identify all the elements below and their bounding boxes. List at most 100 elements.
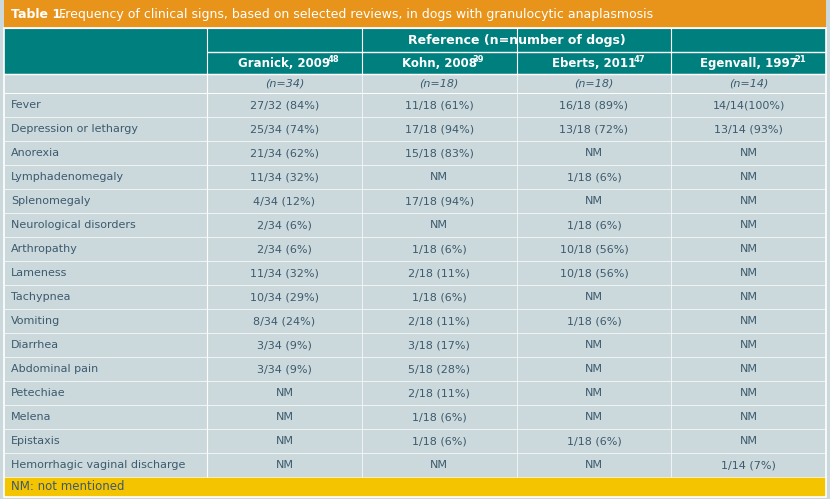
Text: 8/34 (24%): 8/34 (24%): [253, 316, 315, 326]
Text: NM: NM: [740, 388, 758, 398]
Text: Lymphadenomegaly: Lymphadenomegaly: [11, 172, 124, 182]
Text: Kohn, 2008: Kohn, 2008: [402, 56, 476, 69]
Text: 2/34 (6%): 2/34 (6%): [257, 244, 312, 254]
Bar: [4, 93, 826, 117]
Bar: [4, 52, 826, 74]
Text: 1/14 (7%): 1/14 (7%): [721, 460, 776, 470]
Text: NM: NM: [276, 388, 293, 398]
Bar: [4, 309, 826, 333]
Text: NM: NM: [276, 436, 293, 446]
Text: Petechiae: Petechiae: [11, 388, 66, 398]
Text: Lameness: Lameness: [11, 268, 67, 278]
Text: Melena: Melena: [11, 412, 51, 422]
Text: 47: 47: [633, 54, 645, 63]
Text: NM: NM: [585, 460, 603, 470]
Bar: [4, 357, 826, 381]
Text: 5/18 (28%): 5/18 (28%): [408, 364, 470, 374]
Text: NM: NM: [585, 388, 603, 398]
Text: NM: NM: [276, 460, 293, 470]
Text: NM: NM: [276, 412, 293, 422]
Text: 1/18 (6%): 1/18 (6%): [412, 412, 466, 422]
Bar: [4, 333, 826, 357]
Text: NM: NM: [740, 364, 758, 374]
Bar: [4, 285, 826, 309]
Text: Hemorrhagic vaginal discharge: Hemorrhagic vaginal discharge: [11, 460, 185, 470]
Text: 1/18 (6%): 1/18 (6%): [567, 172, 621, 182]
Text: (n=18): (n=18): [419, 78, 459, 88]
Text: 1/18 (6%): 1/18 (6%): [412, 244, 466, 254]
Text: NM: NM: [740, 196, 758, 206]
Text: 3/34 (9%): 3/34 (9%): [257, 340, 312, 350]
Text: (n=14): (n=14): [729, 78, 769, 88]
Text: NM: NM: [585, 148, 603, 158]
Text: NM: NM: [585, 340, 603, 350]
Text: 17/18 (94%): 17/18 (94%): [404, 124, 474, 134]
Text: NM: NM: [585, 364, 603, 374]
Text: 14/14(100%): 14/14(100%): [712, 100, 785, 110]
Text: Reference (n=number of dogs): Reference (n=number of dogs): [408, 33, 625, 46]
Bar: [4, 477, 826, 497]
Bar: [4, 165, 826, 189]
Text: 13/14 (93%): 13/14 (93%): [714, 124, 783, 134]
Text: Splenomegaly: Splenomegaly: [11, 196, 90, 206]
Bar: [4, 213, 826, 237]
Text: Depression or lethargy: Depression or lethargy: [11, 124, 138, 134]
Text: NM: NM: [740, 340, 758, 350]
Text: Eberts, 2011: Eberts, 2011: [552, 56, 636, 69]
Text: 1/18 (6%): 1/18 (6%): [567, 436, 621, 446]
Bar: [4, 261, 826, 285]
Text: NM: NM: [740, 244, 758, 254]
Text: 1/18 (6%): 1/18 (6%): [567, 220, 621, 230]
Bar: [4, 405, 826, 429]
Text: NM: NM: [585, 292, 603, 302]
Text: NM: NM: [430, 220, 448, 230]
Bar: [4, 453, 826, 477]
Bar: [4, 381, 826, 405]
Text: NM: not mentioned: NM: not mentioned: [11, 481, 124, 494]
Text: 21: 21: [795, 54, 807, 63]
Text: 10/18 (56%): 10/18 (56%): [559, 268, 628, 278]
Text: NM: NM: [430, 460, 448, 470]
Text: NM: NM: [740, 172, 758, 182]
Text: 13/18 (72%): 13/18 (72%): [559, 124, 628, 134]
Text: 10/34 (29%): 10/34 (29%): [250, 292, 319, 302]
Text: 10/18 (56%): 10/18 (56%): [559, 244, 628, 254]
Text: 3/34 (9%): 3/34 (9%): [257, 364, 312, 374]
Text: Neurological disorders: Neurological disorders: [11, 220, 136, 230]
Text: 27/32 (84%): 27/32 (84%): [250, 100, 319, 110]
Text: 2/34 (6%): 2/34 (6%): [257, 220, 312, 230]
Text: 48: 48: [327, 54, 339, 63]
Text: Granick, 2009: Granick, 2009: [238, 56, 330, 69]
Text: Fever: Fever: [11, 100, 42, 110]
Text: 11/18 (61%): 11/18 (61%): [405, 100, 473, 110]
Text: NM: NM: [740, 316, 758, 326]
Text: 1/18 (6%): 1/18 (6%): [412, 436, 466, 446]
Text: NM: NM: [740, 220, 758, 230]
Text: 2/18 (11%): 2/18 (11%): [408, 268, 470, 278]
Text: 4/34 (12%): 4/34 (12%): [253, 196, 315, 206]
Text: NM: NM: [740, 148, 758, 158]
Text: 39: 39: [472, 54, 484, 63]
Text: 1/18 (6%): 1/18 (6%): [567, 316, 621, 326]
Text: NM: NM: [430, 172, 448, 182]
Text: 2/18 (11%): 2/18 (11%): [408, 316, 470, 326]
Text: 16/18 (89%): 16/18 (89%): [559, 100, 628, 110]
Text: 21/34 (62%): 21/34 (62%): [250, 148, 319, 158]
Text: (n=18): (n=18): [574, 78, 613, 88]
Text: NM: NM: [740, 412, 758, 422]
Text: (n=34): (n=34): [265, 78, 304, 88]
Text: NM: NM: [740, 292, 758, 302]
Text: 11/34 (32%): 11/34 (32%): [250, 172, 319, 182]
Text: Frequency of clinical signs, based on selected reviews, in dogs with granulocyti: Frequency of clinical signs, based on se…: [55, 7, 653, 20]
Bar: [4, 74, 826, 93]
Text: NM: NM: [585, 196, 603, 206]
Bar: [4, 429, 826, 453]
Bar: [4, 189, 826, 213]
Text: Table 1.: Table 1.: [11, 7, 66, 20]
Text: Anorexia: Anorexia: [11, 148, 60, 158]
Bar: [4, 117, 826, 141]
Bar: [4, 0, 826, 28]
Text: Egenvall, 1997: Egenvall, 1997: [700, 56, 798, 69]
Text: 11/34 (32%): 11/34 (32%): [250, 268, 319, 278]
Text: 1/18 (6%): 1/18 (6%): [412, 292, 466, 302]
